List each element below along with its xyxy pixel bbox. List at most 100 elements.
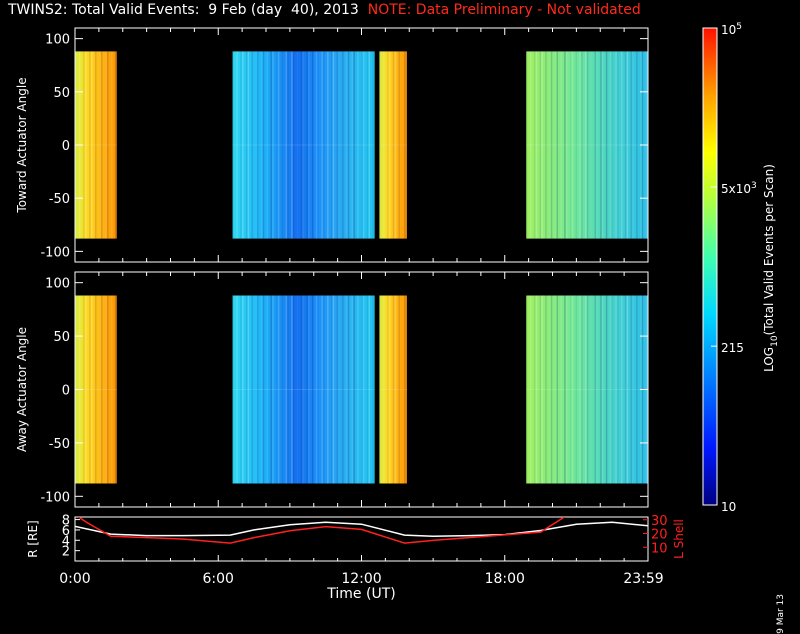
stripe <box>586 51 589 239</box>
stripe <box>372 51 374 239</box>
stripe <box>270 51 272 239</box>
y-axis-label-toward: Toward Actuator Angle <box>15 77 29 213</box>
stripe <box>594 51 596 239</box>
stripe <box>287 51 289 239</box>
stripe <box>260 51 263 239</box>
stripe <box>560 295 562 484</box>
stripe <box>383 51 385 239</box>
data-segment-away-3 <box>526 295 648 484</box>
y-tick-label: 0 <box>62 139 70 154</box>
stripe <box>388 51 391 239</box>
stripe <box>586 295 589 484</box>
stripe <box>91 51 93 239</box>
y-tick-label: 100 <box>45 277 70 292</box>
x-tick-label: 23:59 <box>623 571 663 587</box>
y-axis-label-away: Away Actuator Angle <box>15 327 29 452</box>
stripe <box>281 51 284 239</box>
stripe <box>242 295 244 484</box>
colorbar: 10 215 5x103 105 LOG10(Total Valid Events pe… <box>702 22 780 514</box>
stripe <box>533 51 536 239</box>
stripe <box>105 51 107 239</box>
stripe <box>327 295 329 484</box>
stripe <box>368 295 370 484</box>
stripe <box>632 51 634 239</box>
stripe <box>585 295 587 484</box>
stripe <box>602 51 604 239</box>
stripe <box>590 51 593 239</box>
stripe <box>95 295 97 484</box>
stripe <box>366 295 369 484</box>
stripe <box>398 51 400 239</box>
stripe <box>245 51 248 239</box>
series-line-R <box>75 521 648 537</box>
stripe <box>379 295 381 484</box>
data-segment-toward-1 <box>232 51 375 239</box>
x-tick-label: 18:00 <box>485 571 525 587</box>
stripe <box>232 295 234 484</box>
stripe <box>585 51 587 239</box>
stripe <box>361 295 363 484</box>
stripe <box>262 295 265 484</box>
stripe <box>545 51 547 239</box>
stripe <box>632 295 634 484</box>
stripe <box>402 51 404 239</box>
stripe <box>276 51 278 239</box>
stripe <box>300 51 303 239</box>
y-tick-label-left: 2 <box>62 545 70 560</box>
stripe <box>611 51 613 239</box>
y-tick-label-left: 4 <box>62 534 70 549</box>
stripe <box>321 295 323 484</box>
stripe <box>270 295 272 484</box>
stripe <box>615 295 617 484</box>
stripe <box>549 295 551 484</box>
stripe <box>590 295 593 484</box>
stripe <box>330 51 333 239</box>
stripe <box>272 295 274 484</box>
stripe <box>99 51 101 239</box>
stripe <box>398 295 400 484</box>
stripe <box>581 51 583 239</box>
stripe <box>571 51 574 239</box>
y-tick-label: 50 <box>53 86 70 101</box>
stripe <box>242 51 244 239</box>
stripe <box>306 51 308 239</box>
stripe <box>260 295 263 484</box>
stripe <box>605 295 608 484</box>
stripe <box>379 51 381 239</box>
title-main: TWINS2: Total Valid Events: 9 Feb (day 4… <box>8 2 359 18</box>
stripe <box>569 51 572 239</box>
x-tick-label: 0:00 <box>59 571 90 587</box>
stripe <box>571 295 574 484</box>
stripe <box>347 51 350 239</box>
stripe <box>621 295 623 484</box>
data-segment-toward-3 <box>526 51 648 239</box>
series-line-L <box>78 517 565 544</box>
stripe <box>566 295 568 484</box>
y-tick-label: 50 <box>53 330 70 345</box>
stripe <box>630 51 632 239</box>
y-tick-label: 0 <box>62 384 70 399</box>
stripe <box>581 295 583 484</box>
stripe <box>315 295 318 484</box>
stripe <box>596 51 598 239</box>
stripe <box>372 295 374 484</box>
stripe <box>115 51 117 239</box>
stripe <box>336 51 338 239</box>
stripe <box>617 295 619 484</box>
colorbar-tick-label: 10 <box>721 500 736 514</box>
stripe <box>296 295 299 484</box>
stripe <box>556 295 558 484</box>
stripe <box>541 51 543 239</box>
y-tick-label: 100 <box>45 33 70 48</box>
y-tick-label: -50 <box>49 192 70 207</box>
y-tick-label-right: 20 <box>651 528 668 543</box>
stripe <box>351 295 354 484</box>
stripe <box>327 51 329 239</box>
stripe <box>346 51 348 239</box>
stripe <box>311 295 314 484</box>
stripe <box>281 295 284 484</box>
stripe <box>611 295 613 484</box>
stripe <box>526 295 528 484</box>
